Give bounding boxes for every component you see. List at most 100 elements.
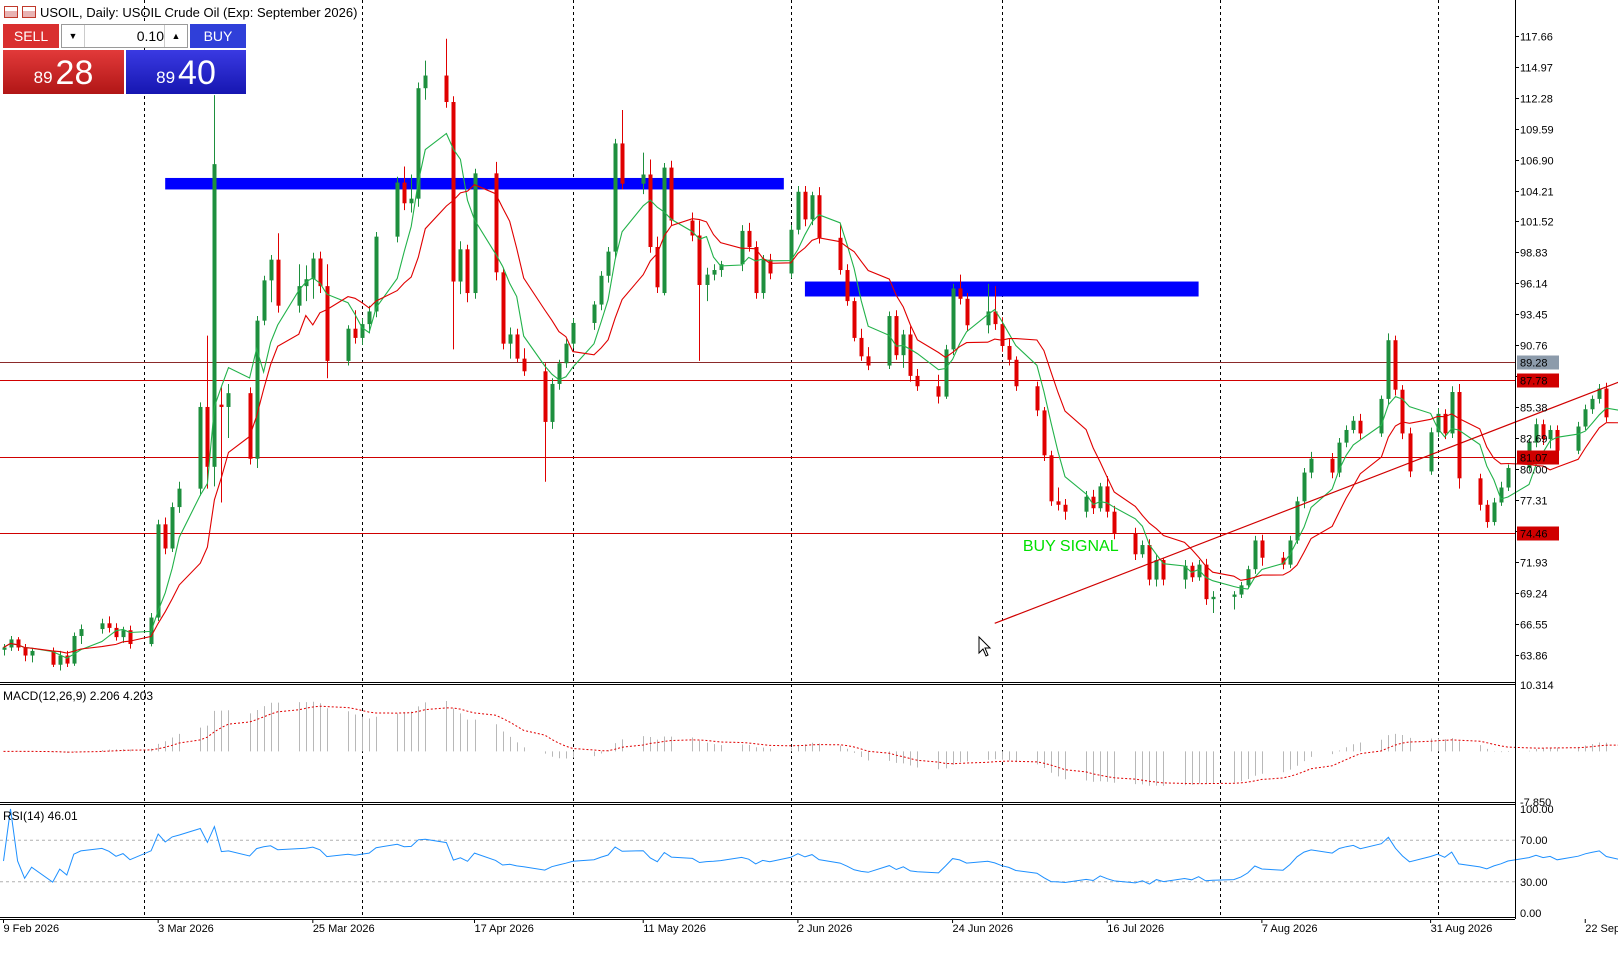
candle-body bbox=[1506, 467, 1511, 488]
candle-body bbox=[1436, 413, 1441, 433]
candle-body bbox=[1386, 340, 1391, 399]
candle-body bbox=[1260, 540, 1265, 558]
lot-size-stepper[interactable]: ▼ ▲ bbox=[61, 24, 188, 48]
candle-body bbox=[901, 334, 906, 356]
buy-button[interactable]: BUY bbox=[190, 24, 246, 48]
candle-body bbox=[100, 623, 105, 630]
candle-body bbox=[1211, 596, 1216, 600]
sell-price-button[interactable]: 89 28 bbox=[3, 50, 124, 94]
buy-price-prefix: 89 bbox=[156, 68, 176, 87]
lot-increase-icon[interactable]: ▲ bbox=[164, 25, 187, 47]
candle-body bbox=[1014, 359, 1019, 387]
date-tick-label: 25 Mar 2026 bbox=[313, 923, 375, 935]
candle-body bbox=[248, 393, 253, 459]
rsi-tick-label: 100.00 bbox=[1520, 804, 1554, 816]
candle-body bbox=[255, 320, 260, 459]
candle-body bbox=[374, 236, 379, 312]
chart-title-text: USOIL, Daily: USOIL Crude Oil (Exp: Sept… bbox=[40, 4, 358, 20]
chart-type-icon[interactable] bbox=[22, 6, 36, 18]
candle-body bbox=[908, 334, 913, 376]
candle-body bbox=[1105, 486, 1110, 512]
candle-body bbox=[1534, 424, 1539, 443]
candle-body bbox=[958, 288, 963, 299]
rsi-tick-label: 70.00 bbox=[1520, 835, 1548, 847]
candle-body bbox=[986, 311, 991, 326]
sell-price-prefix: 89 bbox=[33, 68, 53, 87]
candle-body bbox=[1063, 504, 1068, 512]
candle-body bbox=[1358, 420, 1363, 434]
candle-body bbox=[1140, 545, 1145, 555]
rsi-line bbox=[3, 808, 1618, 885]
price-tick-label: 80.00 bbox=[1520, 465, 1548, 477]
lot-size-input[interactable] bbox=[86, 26, 166, 46]
trendline bbox=[994, 381, 1618, 624]
candle-body bbox=[473, 173, 478, 294]
candle-body bbox=[662, 167, 667, 294]
candle-body bbox=[30, 650, 35, 656]
candle-body bbox=[1604, 388, 1609, 418]
candle-body bbox=[1492, 502, 1497, 523]
candle-body bbox=[395, 182, 400, 237]
candle-body bbox=[1147, 545, 1152, 580]
candle-body bbox=[1049, 455, 1054, 502]
candle-body bbox=[409, 198, 414, 204]
candle-body bbox=[887, 316, 892, 366]
candle-body bbox=[156, 524, 161, 618]
candle-body bbox=[1042, 410, 1047, 456]
candle-body bbox=[894, 316, 899, 356]
candle-body bbox=[754, 247, 759, 294]
candle-body bbox=[592, 304, 597, 323]
chart-title: USOIL, Daily: USOIL Crude Oil (Exp: Sept… bbox=[4, 3, 357, 21]
candle-body bbox=[423, 75, 428, 89]
candle-body bbox=[1457, 392, 1462, 479]
price-level-label: 89.28 bbox=[1520, 358, 1548, 370]
candle-body bbox=[915, 375, 920, 387]
date-tick-label: 2 Jun 2026 bbox=[798, 923, 852, 935]
candle-body bbox=[1485, 504, 1490, 523]
price-tick-label: 71.93 bbox=[1520, 558, 1548, 570]
lot-decrease-icon[interactable]: ▼ bbox=[62, 25, 85, 47]
candle-body bbox=[613, 143, 618, 252]
date-tick-label: 22 Sep 2026 bbox=[1585, 923, 1618, 935]
candle-body bbox=[65, 655, 70, 664]
candle-body bbox=[304, 279, 309, 287]
candle-body bbox=[1499, 487, 1504, 503]
candle-body bbox=[1408, 433, 1413, 472]
candle-body bbox=[768, 259, 773, 274]
candle-body bbox=[501, 272, 506, 344]
price-tick-label: 93.45 bbox=[1520, 310, 1548, 322]
candle-body bbox=[845, 270, 850, 302]
chart-grid bbox=[144, 0, 1439, 917]
candle-body bbox=[360, 324, 365, 338]
candle-body bbox=[705, 274, 710, 285]
candle-body bbox=[796, 191, 801, 230]
price-tick-label: 63.86 bbox=[1520, 651, 1548, 663]
candle-body bbox=[1583, 409, 1588, 427]
candle-body bbox=[1281, 557, 1286, 565]
buy-price-button[interactable]: 89 40 bbox=[126, 50, 246, 94]
date-tick-label: 7 Aug 2026 bbox=[1262, 923, 1318, 935]
candle-body bbox=[128, 630, 133, 645]
candle-body bbox=[1007, 345, 1012, 360]
rsi-label: RSI(14) 46.01 bbox=[3, 809, 78, 823]
price-levels bbox=[0, 362, 1515, 534]
candlesticks bbox=[2, 38, 1609, 671]
candle-body bbox=[719, 264, 724, 271]
symbol-menu-icon[interactable] bbox=[4, 6, 18, 18]
resistance-zone bbox=[804, 281, 1199, 297]
candle-body bbox=[114, 627, 119, 638]
candle-body bbox=[367, 311, 372, 325]
candle-body bbox=[508, 334, 513, 344]
candle-body bbox=[1443, 413, 1448, 434]
candle-body bbox=[669, 167, 674, 221]
candle-body bbox=[1548, 429, 1553, 440]
price-level-label: 74.46 bbox=[1520, 529, 1548, 541]
candle-body bbox=[1337, 442, 1342, 473]
sell-button[interactable]: SELL bbox=[3, 24, 59, 48]
candle-body bbox=[543, 371, 548, 422]
candle-body bbox=[1253, 540, 1258, 570]
price-tick-label: 90.76 bbox=[1520, 341, 1548, 353]
candle-body bbox=[648, 174, 653, 248]
macd-tick-label: 10.314 bbox=[1520, 680, 1554, 692]
